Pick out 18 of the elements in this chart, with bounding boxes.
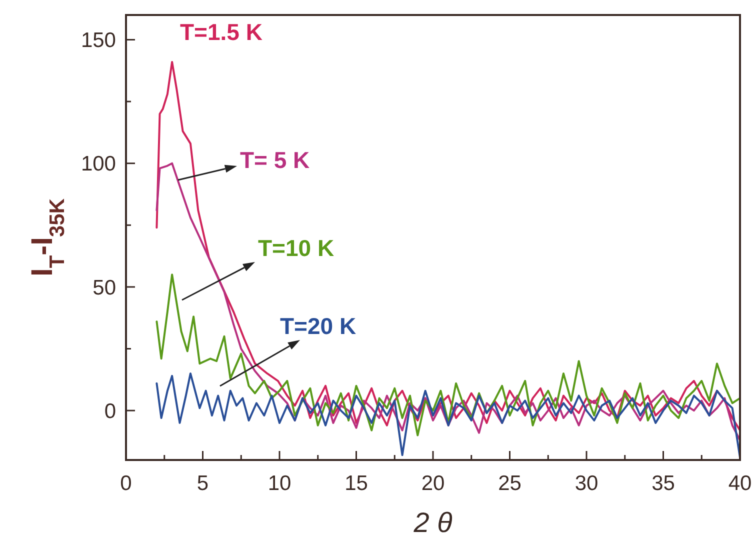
y-tick-label: 0 (104, 400, 116, 423)
y-tick-label: 150 (80, 29, 116, 52)
x-tick-label: 30 (574, 472, 598, 495)
x-tick-label: 35 (652, 472, 675, 495)
series-label: T=1.5 K (180, 19, 263, 45)
x-axis-title: 2 θ (412, 507, 452, 538)
x-tick-label: 5 (196, 472, 209, 495)
x-tick-label: 10 (268, 472, 292, 495)
x-tick-label: 40 (728, 472, 752, 495)
x-tick-label: 15 (344, 472, 368, 495)
y-tick-label: 50 (92, 276, 116, 300)
x-tick-label: 20 (421, 472, 445, 495)
x-tick-label: 0 (120, 472, 132, 495)
text: T=10 K (258, 235, 334, 261)
x-tick-label: 25 (498, 472, 522, 495)
text: T=20 K (280, 313, 356, 339)
y-tick-label: 100 (80, 152, 116, 176)
text: T= 5 K (240, 147, 310, 173)
